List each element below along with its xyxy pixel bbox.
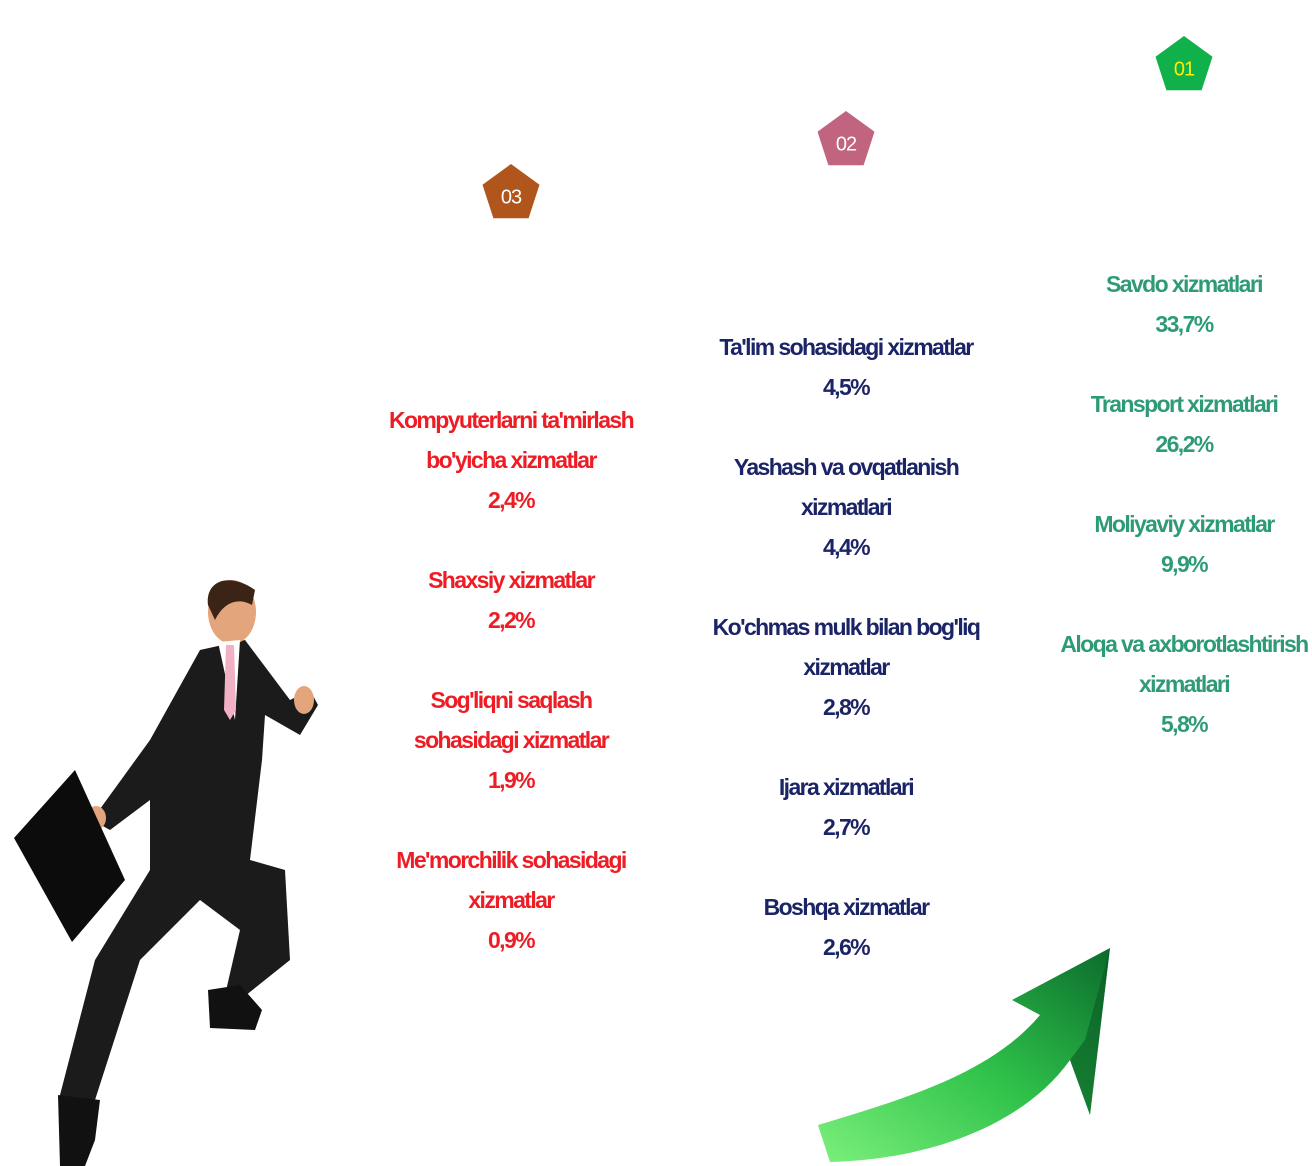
item-label: Kompyuterlarni ta'mirlash (388, 407, 635, 433)
badge (817, 111, 875, 166)
item-value: 1,9% (487, 767, 536, 793)
item-label: Yashash va ovqatlanish (733, 454, 960, 480)
item-value: 2,7% (822, 814, 871, 840)
item-value: 33,7% (1155, 311, 1214, 337)
item-label: Shaxsiy xizmatlar (428, 567, 595, 593)
item-label: Savdo xizmatlari (1106, 271, 1264, 297)
item-label: sohasidagi xizmatlar (413, 727, 610, 753)
item-label: Transport xizmatlari (1090, 391, 1279, 417)
badge-text: 01 (1174, 58, 1195, 80)
item-value: 2,6% (822, 934, 871, 960)
item-label: Me'morchilik sohasidagi (396, 847, 627, 873)
item-label: xizmatlar (803, 654, 890, 680)
item-value: 5,8% (1160, 711, 1209, 737)
badge (1155, 36, 1213, 91)
item-label: Boshqa xizmatlar (763, 894, 930, 920)
badge-text: 03 (501, 186, 522, 208)
item-label: bo'yicha xizmatlar (426, 447, 597, 473)
growth-arrow-shade (1070, 948, 1110, 1115)
item-label: Moliyaviy xizmatlar (1094, 511, 1275, 537)
badge (482, 164, 540, 219)
item-value: 4,5% (822, 374, 871, 400)
item-value: 4,4% (822, 534, 871, 560)
item-value: 0,9% (487, 927, 536, 953)
item-label: xizmatlari (1138, 671, 1231, 697)
businessman (14, 580, 318, 1166)
item-value: 26,2% (1155, 431, 1214, 457)
item-label: Sog'liqni saqlash (430, 687, 593, 713)
growth-arrow (818, 948, 1110, 1162)
item-value: 2,8% (822, 694, 871, 720)
item-label: Aloqa va axborotlashtirish (1060, 631, 1309, 657)
item-value: 2,2% (487, 607, 536, 633)
item-label: xizmatlari (800, 494, 893, 520)
item-label: Ko'chmas mulk bilan bog'liq (712, 614, 981, 640)
item-label: xizmatlar (468, 887, 555, 913)
item-label: Ijara xizmatlari (778, 774, 915, 800)
item-value: 9,9% (1160, 551, 1209, 577)
item-value: 2,4% (487, 487, 536, 513)
item-label: Ta'lim sohasidagi xizmatlar (719, 334, 974, 360)
badge-text: 02 (836, 133, 857, 155)
